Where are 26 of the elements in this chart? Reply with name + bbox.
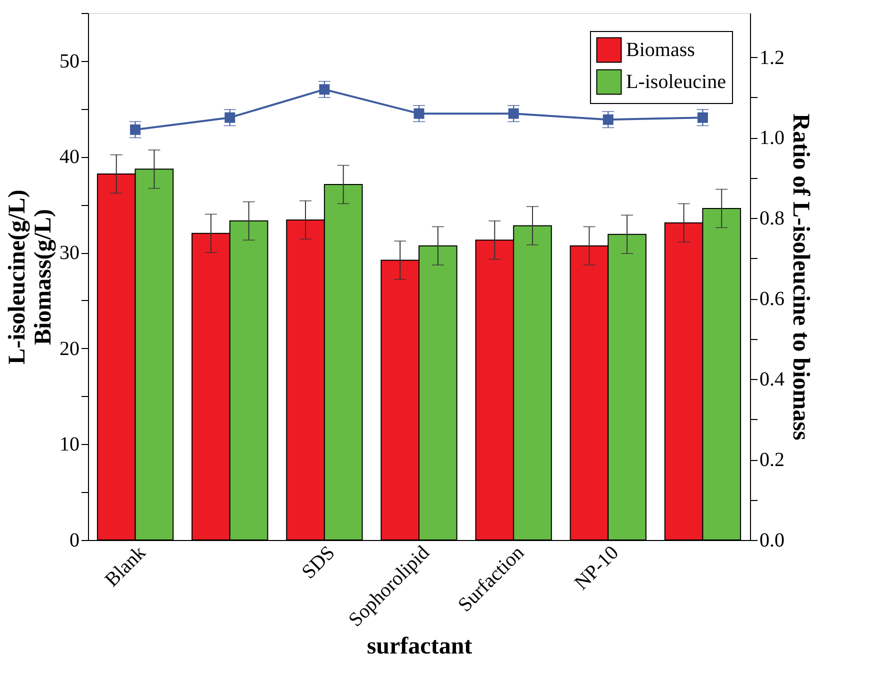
legend-label: Biomass (626, 39, 696, 61)
y2-tick-label: 1.2 (760, 46, 784, 69)
y2-tick-label: 0.0 (760, 530, 784, 552)
y2-tick-label: 0.2 (760, 449, 784, 472)
point (319, 84, 330, 95)
x-axis-title: surfactant (366, 634, 472, 660)
x-tick-label: SDS (298, 542, 340, 584)
y2-tick-label: 0.4 (760, 368, 784, 391)
y-axis-title: L-isoleucine(g/L) Biomass(g/L) (4, 190, 56, 364)
y2-axis-title: Ratio of L-isoleucine to biomass (788, 114, 814, 440)
legend-label: L-isoleucine (626, 71, 726, 93)
y-tick-label: 30 (60, 242, 80, 264)
point (130, 124, 141, 135)
point (224, 112, 236, 123)
point (697, 112, 708, 123)
point (414, 108, 424, 119)
y2-tick-label: 0.6 (760, 288, 784, 310)
y-tick-label: 40 (60, 146, 80, 168)
y-tick-label: 10 (60, 434, 80, 456)
point (602, 114, 614, 125)
point (508, 108, 519, 119)
y-tick-label: 20 (60, 338, 80, 360)
y-tick-label: 50 (60, 50, 80, 72)
y2-tick-label: 1.0 (760, 127, 784, 150)
y2-tick-label: 0.8 (760, 208, 784, 230)
y-tick-label: 0 (70, 530, 80, 552)
